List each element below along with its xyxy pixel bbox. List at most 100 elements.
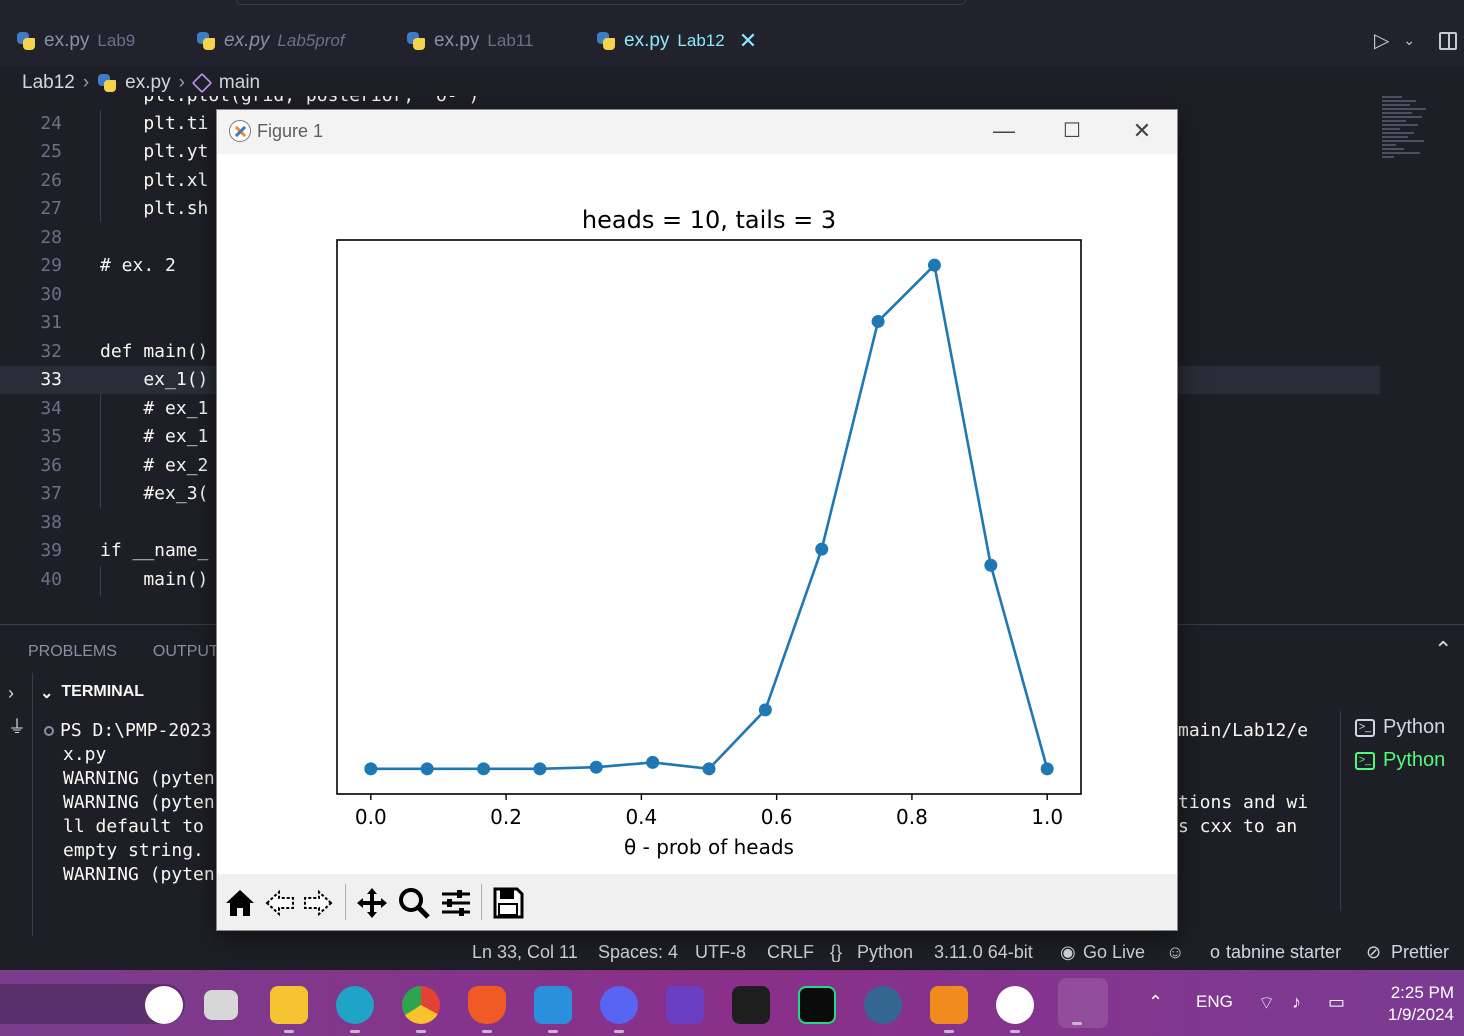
- discord-icon[interactable]: [600, 986, 638, 1033]
- panel-tabs: PROBLEMS OUTPUT: [28, 643, 219, 661]
- language-indicator[interactable]: ENG: [1196, 992, 1233, 1011]
- pdf-app-icon[interactable]: [930, 986, 968, 1033]
- figure-title-bar[interactable]: Figure 1 — ☐ ✕: [217, 110, 1177, 154]
- bing-icon[interactable]: [145, 986, 183, 1024]
- breadcrumb-folder[interactable]: Lab12: [22, 72, 75, 93]
- volume-icon[interactable]: ♪: [1292, 992, 1301, 1012]
- snipping-tool-icon[interactable]: [1058, 978, 1108, 1028]
- matplotlib-icon[interactable]: [996, 986, 1034, 1033]
- terminal-line: x.py: [63, 744, 107, 765]
- tab-description: Lab11: [487, 31, 534, 50]
- line-number: 25: [40, 141, 62, 162]
- terminal-text: tions and wi: [1178, 792, 1309, 813]
- vscode-icon[interactable]: [534, 986, 572, 1033]
- status-tabnine[interactable]: tabnine starter: [1226, 942, 1342, 962]
- series-line: [370, 262, 1049, 771]
- code-text: plt.yt: [100, 141, 209, 162]
- tray-expand-icon[interactable]: ⌃: [1148, 992, 1164, 1012]
- broadcast-icon: ◉: [1060, 942, 1076, 962]
- terminal-instance-python[interactable]: >_ Python: [1341, 711, 1464, 744]
- configure-subplots-icon[interactable]: [439, 886, 473, 920]
- tab-ex-lab11[interactable]: ex.py Lab11: [406, 24, 533, 58]
- code-line: 25 plt.yt: [0, 138, 1380, 166]
- breadcrumb-symbol[interactable]: main: [218, 72, 261, 93]
- run-icon[interactable]: ▷: [1374, 30, 1390, 52]
- code-text: plt.xl: [100, 170, 209, 191]
- status-language[interactable]: Python: [857, 942, 914, 962]
- tab-ex-lab5prof[interactable]: ex.py Lab5prof: [196, 24, 345, 58]
- visual-studio-icon[interactable]: [666, 986, 704, 1024]
- status-prettier[interactable]: Prettier: [1391, 942, 1450, 962]
- chrome-icon[interactable]: [402, 986, 440, 1033]
- zoom-icon[interactable]: [397, 886, 431, 920]
- braces-icon: {}: [830, 942, 843, 962]
- tab-problems[interactable]: PROBLEMS: [28, 643, 117, 660]
- code-line: 24 plt.ti: [0, 110, 1380, 138]
- chevron-right-icon[interactable]: ›: [8, 683, 14, 703]
- figure-window[interactable]: Figure 1 — ☐ ✕ heads = 10, tails = 3 0.0 0…: [216, 109, 1178, 931]
- battery-icon[interactable]: ▭: [1328, 992, 1346, 1012]
- wifi-icon[interactable]: ⌔: [1258, 993, 1275, 1013]
- close-icon[interactable]: ✕: [738, 28, 758, 53]
- terminal-line: WARNING (pyten: [63, 792, 215, 813]
- minimize-icon[interactable]: —: [993, 118, 1015, 143]
- line-number: 40: [40, 569, 62, 590]
- code-line: 38: [0, 509, 1380, 537]
- command-center[interactable]: [236, 0, 966, 5]
- breadcrumb-file[interactable]: ex.py: [125, 72, 171, 93]
- copilot-icon[interactable]: ☺: [1166, 942, 1185, 962]
- status-indentation[interactable]: Spaces: 4: [598, 942, 679, 962]
- clock[interactable]: 2:25 PM 1/9/2024: [1376, 982, 1454, 1026]
- terminal-output[interactable]: PS D:\PMP-2023 x.py WARNING (pyten WARNI…: [44, 719, 215, 887]
- terminal-instance-label: Python: [1383, 716, 1446, 738]
- editor-tab-bar: ex.py Lab9 ex.py Lab5prof ex.py Lab11 ex…: [0, 0, 1464, 66]
- status-cursor-position[interactable]: Ln 33, Col 11: [472, 942, 578, 962]
- code-text: main(): [100, 569, 209, 590]
- code-line: 26 plt.xl: [0, 167, 1380, 195]
- edge-icon[interactable]: [336, 986, 374, 1033]
- terminal-output-right: main/Lab12/e tions and wi s cxx to an: [1178, 719, 1308, 839]
- brave-icon[interactable]: [468, 986, 506, 1033]
- chevron-down-icon[interactable]: ⌄: [1403, 32, 1416, 48]
- tab-ex-lab12[interactable]: ex.py Lab12 ✕: [596, 24, 757, 58]
- close-icon[interactable]: ✕: [1132, 118, 1152, 143]
- file-explorer-icon[interactable]: [270, 986, 308, 1033]
- maximize-panel-icon[interactable]: ⌃: [1434, 637, 1453, 662]
- data-point: [1040, 762, 1054, 776]
- taskbar: ⌃ ENG ⌔ ♪ ▭ 2:25 PM 1/9/2024: [0, 970, 1464, 1036]
- postgresql-icon[interactable]: [864, 986, 902, 1024]
- split-editor-icon[interactable]: [1439, 31, 1458, 50]
- line-number: 30: [40, 284, 62, 305]
- terminal-section-header[interactable]: ⌄ TERMINAL: [40, 683, 144, 703]
- terminal-line: WARNING (pyten: [63, 864, 215, 885]
- data-point: [420, 762, 434, 776]
- status-encoding[interactable]: UTF-8: [695, 942, 746, 962]
- pycharm-icon[interactable]: [798, 986, 836, 1024]
- code-line: 39 if __name_: [0, 537, 1380, 565]
- status-go-live[interactable]: Go Live: [1083, 942, 1146, 962]
- figma-icon[interactable]: [732, 986, 770, 1024]
- code-line: 30: [0, 281, 1380, 309]
- status-interpreter[interactable]: 3.11.0 64-bit: [934, 942, 1033, 962]
- status-eol[interactable]: CRLF: [767, 942, 815, 962]
- code-text: plt.plot(grid, posterior, 'o-'): [100, 96, 479, 110]
- code-text: plt.sh: [100, 198, 209, 219]
- minimap[interactable]: [1382, 96, 1432, 186]
- home-icon[interactable]: [223, 886, 257, 920]
- figure-canvas[interactable]: heads = 10, tails = 3 0.0 0.2 0.4 0.6 0.8 1.0 θ…: [217, 154, 1177, 874]
- save-icon[interactable]: [491, 886, 525, 920]
- pan-icon[interactable]: [355, 886, 389, 920]
- tab-ex-lab9[interactable]: ex.py Lab9: [16, 24, 135, 58]
- code-def: def main(): [100, 341, 209, 362]
- plug-icon[interactable]: ⏚: [8, 717, 26, 737]
- indent-guide: [100, 366, 101, 508]
- line-number: 32: [40, 341, 62, 362]
- maximize-icon[interactable]: ☐: [1063, 120, 1081, 142]
- symbol-method-icon: [191, 72, 213, 94]
- task-view-icon[interactable]: [204, 990, 238, 1020]
- back-arrow-icon[interactable]: [263, 886, 297, 920]
- terminal-instance-python-active[interactable]: >_ Python: [1341, 744, 1464, 777]
- forward-arrow-icon[interactable]: [301, 886, 335, 920]
- tab-output[interactable]: OUTPUT: [152, 643, 219, 660]
